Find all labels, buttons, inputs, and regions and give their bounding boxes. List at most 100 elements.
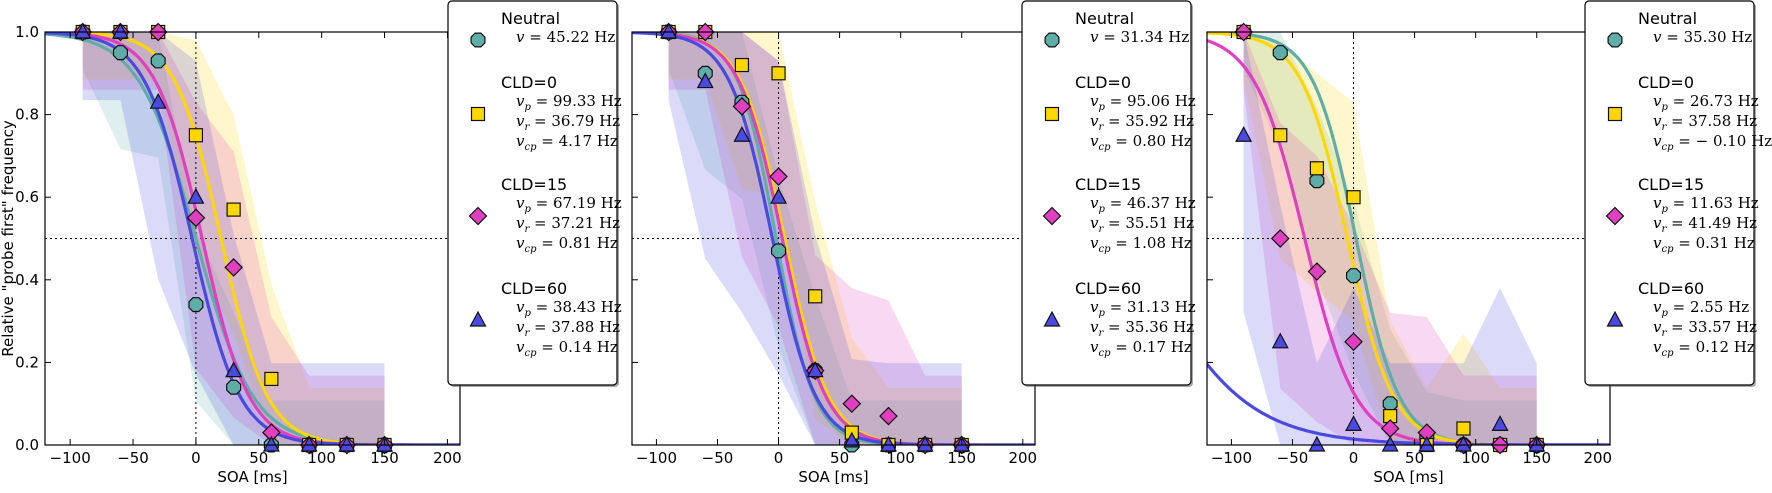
param-equals: = (1674, 338, 1696, 356)
param-equals: = (1103, 112, 1125, 130)
confidence-band-cld-15 (82, 32, 385, 445)
param-symbol: v (516, 298, 525, 316)
param-equals: = (1111, 234, 1133, 252)
confidence-band-neutral (1243, 32, 1537, 445)
param-symbol: v (1653, 298, 1662, 316)
x-tick-label: −100 (1211, 449, 1252, 467)
param-value: 0.14 Hz (559, 338, 618, 356)
fit-curve-cld-15 (1207, 39, 1610, 445)
legend-param: vcp = 0.12 Hz (1653, 338, 1755, 359)
legend-title: CLD=60 (501, 279, 567, 298)
x-tick-label: 150 (947, 449, 976, 467)
legend-param: v = 35.30 Hz (1653, 28, 1752, 46)
confidence-band-cld-60 (82, 32, 385, 445)
param-value: 1.08 Hz (1133, 234, 1192, 252)
param-value: 36.79 Hz (551, 112, 620, 130)
data-point-cld-15 (769, 167, 788, 186)
param-symbol: v (1653, 112, 1662, 130)
param-equals: = (1098, 28, 1120, 46)
legend-param: vp = 46.37 Hz (1090, 194, 1196, 215)
param-subscript: p (1661, 204, 1668, 215)
legend-param: vr = 35.51 Hz (1090, 214, 1194, 235)
x-tick-label: 0 (1349, 449, 1359, 467)
param-symbol: v (516, 338, 525, 356)
legend-param: vr = 37.58 Hz (1653, 112, 1757, 133)
param-symbol: v (1090, 92, 1099, 110)
param-equals: = (1668, 92, 1690, 110)
data-point-cld-0 (1309, 161, 1325, 176)
param-value: 2.55 Hz (1690, 298, 1749, 316)
param-symbol: v (1653, 132, 1662, 150)
legend-marker-cld-60 (1043, 310, 1061, 327)
param-symbol: v (516, 132, 525, 150)
param-subscript: r (1098, 224, 1104, 235)
x-tick-label: 0 (774, 449, 784, 467)
data-point-neutral (188, 297, 204, 313)
legend-marker-cld-15 (1605, 206, 1625, 226)
legend-param: vr = 35.36 Hz (1090, 318, 1194, 339)
x-axis-label: SOA [ms] (798, 468, 868, 486)
param-equals: = (531, 194, 553, 212)
legend-param: vp = 99.33 Hz (516, 92, 622, 113)
x-tick-label: 100 (1461, 449, 1490, 467)
param-symbol: v (1090, 214, 1099, 232)
y-tick-label: 1.0 (15, 23, 39, 41)
y-tick-label: 0.0 (15, 436, 39, 454)
param-subscript: r (1661, 122, 1667, 133)
x-axis-label: SOA [ms] (217, 468, 287, 486)
legend-title: CLD=0 (501, 73, 557, 92)
param-value: 41.49 Hz (1688, 214, 1757, 232)
legend-title: CLD=60 (1075, 279, 1141, 298)
legend-title: CLD=15 (1075, 175, 1141, 194)
legend-param: vr = 37.88 Hz (516, 318, 620, 339)
param-equals: = (1666, 112, 1688, 130)
data-point-neutral (112, 45, 129, 61)
x-tick-label: 0 (191, 449, 201, 467)
param-value: 46.37 Hz (1127, 194, 1196, 212)
legend-marker-cld-0 (1607, 106, 1623, 122)
legend-title: Neutral (1075, 9, 1134, 28)
data-point-cld-60 (1454, 435, 1472, 452)
param-symbol: v (1090, 298, 1099, 316)
legend-param: vr = 36.79 Hz (516, 112, 620, 133)
param-subscript: cp (1661, 142, 1674, 153)
x-tick-label: 50 (1405, 449, 1424, 467)
param-symbol: v (1653, 234, 1662, 252)
x-tick-label: −50 (702, 449, 734, 467)
param-value: 0.12 Hz (1696, 338, 1755, 356)
legend-title: Neutral (501, 9, 560, 28)
param-symbol: v (1653, 318, 1662, 336)
legend-marker-neutral (470, 32, 486, 48)
param-value: 0.81 Hz (559, 234, 618, 252)
legend-box (447, 0, 618, 386)
x-tick-label: 50 (830, 449, 849, 467)
legend-title: CLD=0 (1075, 73, 1131, 92)
param-symbol: v (1653, 92, 1662, 110)
param-symbol: v (516, 234, 525, 252)
param-equals: = (1674, 132, 1696, 150)
data-point-cld-15 (842, 394, 862, 414)
param-value: 35.92 Hz (1125, 112, 1194, 130)
param-subscript: r (524, 224, 530, 235)
data-point-cld-60 (916, 435, 934, 452)
param-subscript: p (1661, 308, 1668, 319)
param-subscript: r (1098, 122, 1104, 133)
data-point-cld-0 (188, 128, 204, 143)
param-symbol: v (1653, 214, 1662, 232)
legend-marker-cld-60 (469, 310, 487, 327)
param-subscript: cp (524, 244, 537, 255)
legend-param: vcp = 0.17 Hz (1090, 338, 1192, 359)
data-point-cld-60 (300, 435, 318, 452)
param-subscript: r (524, 328, 530, 339)
x-tick-label: −100 (636, 449, 677, 467)
data-point-cld-60 (879, 435, 897, 452)
x-tick-label: 200 (1008, 449, 1037, 467)
param-subscript: cp (1098, 348, 1111, 359)
param-value: 37.88 Hz (551, 318, 620, 336)
param-subscript: r (1661, 328, 1667, 339)
